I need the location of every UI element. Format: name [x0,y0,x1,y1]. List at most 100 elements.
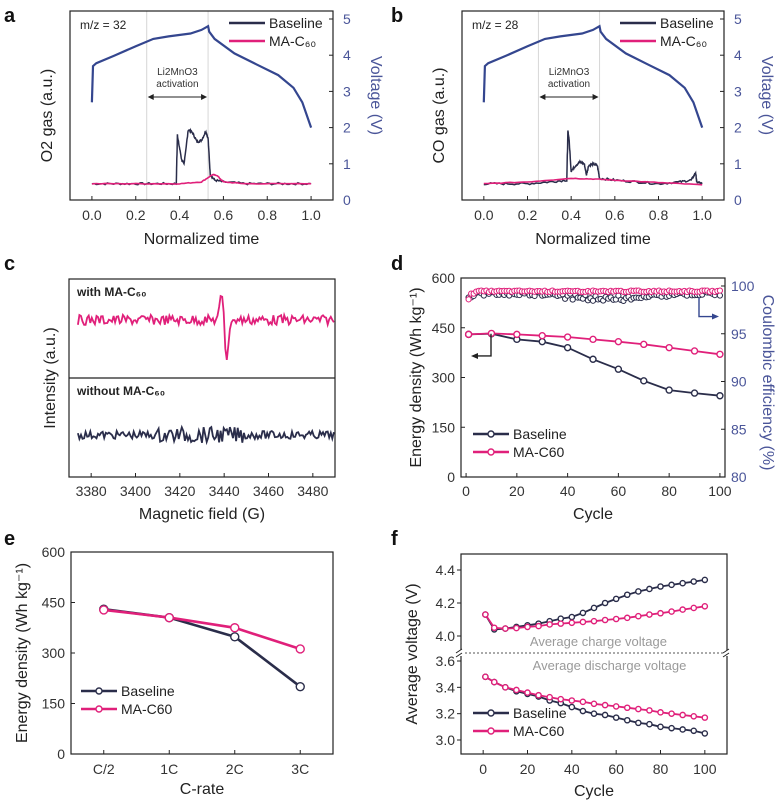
legend-mac60-label: MA-C60 [513,723,565,739]
x-tick-label: 0.6 [605,207,625,223]
x-axis-title: Normalized time [535,231,651,248]
y-tick-label: 600 [42,544,66,560]
energy-baseline-point [563,343,572,352]
charge-baseline-point [623,591,631,599]
y-tick-label: 3.0 [436,732,456,748]
discharge-mac60-point [579,698,587,706]
discharge-baseline-point [579,707,587,715]
mz-annotation: m/z = 32 [80,18,127,32]
y-tick-label: 450 [42,595,66,611]
series-baseline [483,130,703,186]
voltage-curve [90,24,313,128]
charge-baseline-point [690,578,698,585]
charge-mac60-point [612,615,620,623]
discharge-mac60-point [568,697,576,704]
y-right-tick-label: 3 [734,83,742,99]
legend-mac60-label: MA-C₆₀ [269,33,316,49]
y-tick-label: 0 [57,746,65,762]
legend-baseline-swatch-marker [487,709,495,717]
region-label: Li2MnO3 [549,67,590,78]
x-axis-title: C-rate [180,781,225,798]
x-tick-label: 0.8 [649,207,669,223]
x-tick-label: 60 [611,483,627,499]
legend-mac60-swatch-marker [487,448,495,456]
charge-mac60-point [590,617,598,625]
series-mac60-point [295,644,305,654]
energy-mac60-point [716,350,724,358]
x-tick-label: 20 [509,483,525,499]
arrow-head-right [592,94,599,100]
x-tick-label: 0 [479,761,487,777]
x-tick-label: 0.2 [518,207,538,223]
y-right-tick-label: 3 [343,83,351,99]
y-tick-label: 3.2 [436,706,456,722]
axis-break-gap-right [724,650,730,656]
y-right-axis-title: Coulombic efficiency (%) [759,295,776,471]
discharge-mac60-point [535,691,542,699]
x-tick-label: 0.6 [214,207,234,223]
y-right-tick-label: 1 [343,156,351,172]
discharge-mac60-point [513,686,520,694]
charge-baseline-point [646,585,653,593]
charge-mac60-point [668,608,675,615]
x-tick-label: 2C [226,761,244,777]
energy-mac60-point [589,335,597,344]
x-tick-label: 3380 [76,483,107,499]
legend-mac60-label: MA-C60 [121,701,173,717]
discharge-baseline-point [679,726,686,733]
energy-mac60-point [464,330,473,339]
y-right-tick-label: 0 [343,192,351,208]
axis-break-gap-left [458,650,464,656]
charge-baseline-point [701,576,709,584]
x-axis-title: Cycle [574,783,614,800]
charge-mac60-point [601,616,609,624]
legend-baseline-swatch-marker [95,687,103,695]
panel-e: e C/2 1C 2C 3C 0 150 300 450 600 C-rate Energy dens… [4,528,334,798]
charge-baseline-point [668,581,675,589]
region-label: activation [548,79,590,90]
x-tick-label: 0.2 [126,207,146,223]
legend-baseline-label: Baseline [513,426,567,442]
series-mac60-point [164,612,174,623]
y-tick-label: 4.4 [436,562,456,578]
discharge-mac60-point [557,695,565,703]
series-mac60 [77,294,335,361]
energy-mac60-point [640,340,648,349]
charge-mac60-point [568,619,576,627]
discharge-baseline-point [612,714,620,721]
legend-baseline-label: Baseline [121,683,175,699]
charge-baseline-point [679,579,686,587]
discharge-mac60-point [679,711,686,719]
energy-mac60-point [690,347,699,355]
charge-baseline-point [579,609,587,617]
charge-mac60-point [690,604,698,612]
legend-baseline-swatch-marker [487,430,495,438]
y-tick-label: 300 [432,370,456,386]
discharge-baseline-point [623,716,631,724]
panel-label-d: d [391,253,403,275]
x-tick-label: 100 [708,483,732,499]
series-mac60 [483,177,703,186]
y-axis-title: Intensity (a.u.) [42,327,59,428]
discharge-baseline-point [601,711,609,719]
plot-frame [461,10,725,201]
panel-b: b 0.0 0.2 0.4 0.6 0.8 1.0 0 1 2 3 4 5 Normalized time… [391,5,775,248]
discharge-mac60-point [502,684,509,691]
energy-baseline-point [538,337,546,346]
energy-mac60-point [563,333,572,341]
charge-baseline-point [601,599,609,607]
x-tick-label: 0.0 [474,207,494,223]
x-tick-label: 3400 [120,483,151,499]
x-axis-title: Magnetic field (G) [139,506,265,523]
ce-baseline-point [569,296,576,303]
discharge-mac60-point [590,700,598,708]
y-axis-title: Energy density (Wh kg⁻¹) [14,563,31,743]
y-right-tick-label: 100 [731,278,755,294]
discharge-mac60-point [635,705,642,713]
legend-mac60-swatch-marker [95,705,103,713]
energy-baseline-point [614,365,623,373]
energy-baseline-line [468,332,720,397]
discharge-baseline-point [568,703,576,711]
panel-a: a 0.0 0.2 0.4 0.6 0.8 1.0 0 1 2 3 4 5 Normalized time… [4,5,384,248]
panel-label-c: c [4,253,15,275]
